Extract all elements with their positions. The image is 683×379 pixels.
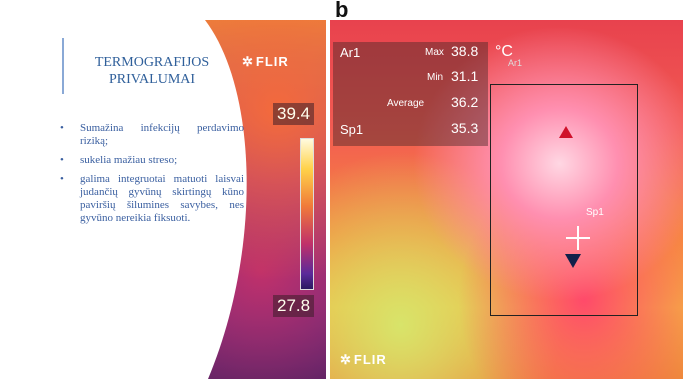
max-value: 38.8 bbox=[451, 43, 479, 59]
average-value: 36.2 bbox=[451, 94, 479, 110]
bullet-item: Sumažina infekcijų perdavimo riziką; bbox=[58, 122, 244, 148]
roi-rectangle bbox=[490, 84, 638, 316]
top-strip bbox=[0, 0, 683, 20]
area-label: Ar1 bbox=[340, 45, 361, 60]
title-accent-bar bbox=[62, 38, 64, 94]
left-flir-logo: ✲ FLIR bbox=[242, 54, 289, 70]
bullet-list: Sumažina infekcijų perdavimo riziką; suk… bbox=[58, 122, 244, 231]
temperature-unit: °C bbox=[495, 43, 513, 60]
average-label: Average bbox=[387, 98, 425, 109]
left-flir-text: FLIR bbox=[255, 54, 289, 69]
spot-marker-label: Sp1 bbox=[586, 207, 604, 218]
flir-star-icon: ✲ bbox=[340, 352, 352, 367]
slide-title: TERMOGRAFIJOS PRIVALUMAI bbox=[94, 55, 210, 87]
figure-label: b bbox=[335, 0, 349, 22]
measurement-panel bbox=[333, 42, 488, 146]
bullet-item: sukelia mažiau streso; bbox=[58, 154, 244, 167]
right-thermal-image bbox=[330, 20, 683, 379]
right-flir-logo: ✲ FLIR bbox=[340, 352, 387, 368]
flir-star-icon: ✲ bbox=[242, 54, 254, 69]
crosshair-icon bbox=[566, 226, 590, 250]
bullet-item: galima integruotai matuoti laisvai judan… bbox=[58, 173, 244, 225]
image-divider bbox=[326, 20, 330, 379]
spot-value: 35.3 bbox=[451, 120, 479, 136]
min-marker-icon bbox=[565, 254, 581, 268]
left-scale-max: 39.4 bbox=[273, 103, 315, 125]
temperature-scale-bar bbox=[300, 138, 314, 290]
min-value: 31.1 bbox=[451, 68, 479, 84]
spot-label: Sp1 bbox=[340, 122, 364, 137]
left-scale-min: 27.8 bbox=[273, 295, 315, 317]
min-label: Min bbox=[427, 72, 444, 83]
max-marker-icon bbox=[559, 126, 573, 138]
right-flir-text: FLIR bbox=[353, 352, 387, 367]
max-label: Max bbox=[425, 47, 444, 58]
roi-label: Ar1 bbox=[508, 58, 523, 68]
